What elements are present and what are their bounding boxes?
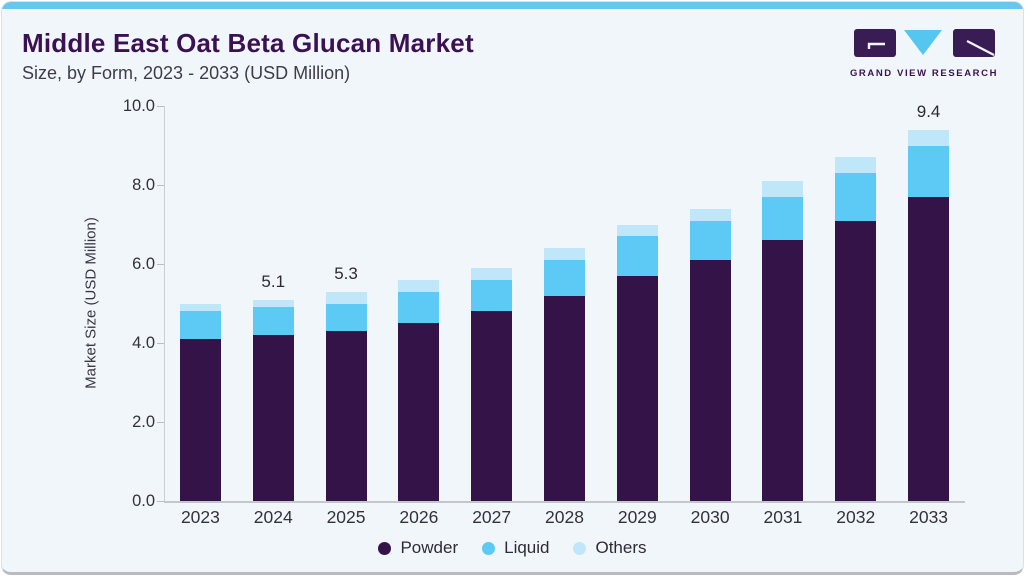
bar-segment-liquid bbox=[689, 220, 731, 261]
legend-item-powder: Powder bbox=[378, 538, 458, 558]
y-tick-mark bbox=[157, 106, 164, 107]
bar-segment-others bbox=[179, 303, 221, 312]
bar-segment-others bbox=[762, 181, 804, 197]
legend-dot-liquid bbox=[482, 541, 496, 555]
bar-segment-liquid bbox=[471, 279, 513, 312]
bar-segment-powder bbox=[835, 220, 877, 501]
bar-total-label: 5.3 bbox=[334, 263, 358, 283]
legend-item-liquid: Liquid bbox=[482, 538, 549, 558]
bar-segment-liquid bbox=[325, 303, 367, 332]
bar-segment-others bbox=[544, 248, 585, 261]
bar-segment-liquid bbox=[179, 311, 221, 340]
y-tick-mark bbox=[157, 343, 164, 344]
bar-segment-others bbox=[616, 224, 658, 237]
logo-v-triangle bbox=[903, 30, 942, 55]
y-tick-mark bbox=[157, 264, 164, 265]
x-axis-label: 2023 bbox=[180, 507, 220, 527]
bar-segment-liquid bbox=[544, 260, 585, 296]
bar-segment-powder bbox=[544, 295, 585, 501]
accent-top-bar bbox=[2, 2, 1023, 9]
x-axis-label: 2024 bbox=[253, 507, 293, 527]
y-tick-label: 8.0 bbox=[132, 176, 155, 194]
bar-segment-powder bbox=[616, 275, 658, 501]
y-tick-mark bbox=[157, 422, 164, 423]
y-axis-line bbox=[164, 106, 165, 502]
bar-segment-liquid bbox=[908, 145, 950, 197]
legend-label: Others bbox=[595, 538, 647, 557]
legend-dot-others bbox=[573, 541, 587, 555]
y-tick-mark bbox=[157, 185, 164, 186]
legend-label: Liquid bbox=[504, 538, 550, 557]
gvr-logo-mark bbox=[853, 29, 995, 57]
y-axis-title: Market Size (USD Million) bbox=[82, 217, 100, 389]
gvr-logo: GRAND VIEW RESEARCH bbox=[849, 28, 999, 79]
x-axis-label: 2033 bbox=[909, 507, 949, 527]
bar-segment-liquid bbox=[398, 291, 440, 324]
y-tick-label: 4.0 bbox=[132, 334, 155, 352]
legend: Powder Liquid Others bbox=[2, 538, 1023, 558]
bar-segment-liquid bbox=[616, 236, 658, 276]
bar-total-label: 9.4 bbox=[916, 101, 941, 121]
bar-segment-others bbox=[689, 208, 731, 221]
gvr-logo-caption: GRAND VIEW RESEARCH bbox=[849, 68, 999, 79]
bar-segment-others bbox=[908, 129, 950, 146]
logo-g-glyph bbox=[867, 42, 885, 49]
bar-segment-others bbox=[471, 267, 513, 280]
legend-dot-powder bbox=[378, 541, 392, 555]
bar-segment-others bbox=[398, 279, 440, 292]
x-axis-line bbox=[164, 501, 965, 503]
x-axis-label: 2026 bbox=[399, 507, 439, 527]
y-tick-label: 10.0 bbox=[122, 97, 155, 115]
header: Middle East Oat Beta Glucan Market Size,… bbox=[22, 28, 474, 84]
x-axis-label: 2028 bbox=[545, 507, 584, 527]
bar-segment-liquid bbox=[835, 173, 877, 221]
y-tick-mark bbox=[157, 501, 164, 502]
x-axis-label: 2032 bbox=[836, 507, 876, 527]
x-axis-label: 2030 bbox=[690, 507, 730, 527]
bar-segment-liquid bbox=[252, 307, 294, 336]
y-tick-label: 6.0 bbox=[132, 255, 155, 273]
bar-total-label: 5.1 bbox=[261, 271, 286, 291]
x-axis-label: 2025 bbox=[326, 507, 366, 527]
bar-segment-powder bbox=[252, 335, 294, 501]
y-tick-label: 2.0 bbox=[132, 413, 155, 431]
x-axis-label: 2031 bbox=[763, 507, 803, 527]
bar-segment-powder bbox=[325, 331, 367, 501]
bar-segment-liquid bbox=[762, 196, 804, 241]
bar-segment-powder bbox=[471, 311, 513, 501]
y-tick-label: 0.0 bbox=[132, 492, 155, 510]
bar-segment-powder bbox=[762, 240, 804, 501]
bar-segment-others bbox=[325, 291, 367, 304]
plot-area: 5.1 5.3 9.4 bbox=[164, 102, 965, 501]
legend-item-others: Others bbox=[573, 538, 647, 558]
logo-r-glyph bbox=[965, 40, 995, 56]
bar-segment-powder bbox=[908, 196, 950, 501]
x-axis-label: 2029 bbox=[617, 507, 657, 527]
bar-segment-powder bbox=[689, 260, 731, 501]
legend-label: Powder bbox=[400, 538, 459, 557]
bar-segment-powder bbox=[398, 323, 440, 501]
bar-segment-others bbox=[252, 299, 294, 308]
chart-subtitle: Size, by Form, 2023 - 2033 (USD Million) bbox=[22, 63, 351, 83]
bar-segment-powder bbox=[179, 339, 221, 501]
x-axis-label: 2027 bbox=[472, 507, 512, 527]
bar-segment-others bbox=[835, 157, 877, 174]
chart-title: Middle East Oat Beta Glucan Market bbox=[22, 28, 474, 58]
